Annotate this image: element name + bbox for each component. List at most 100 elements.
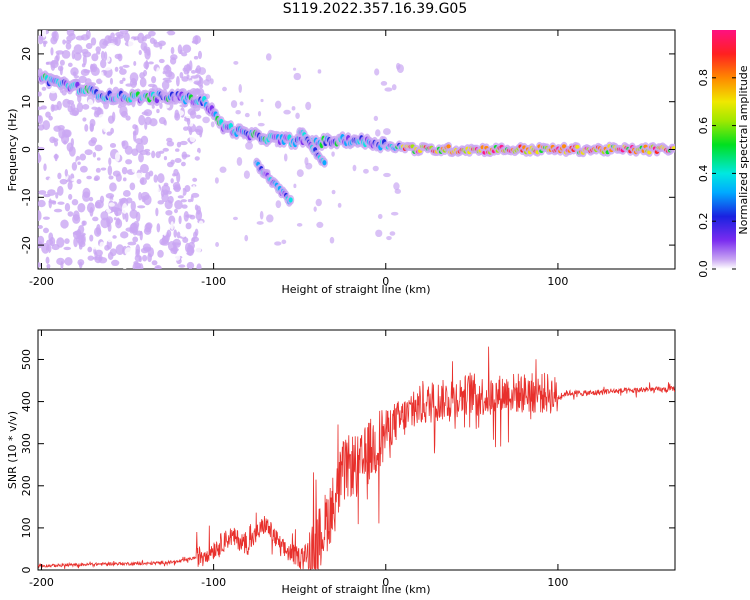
spectral-speckle <box>66 30 75 37</box>
spectral-speckle <box>139 163 149 174</box>
spectral-speckle <box>38 91 42 97</box>
spectral-speckle <box>199 84 204 89</box>
spectral-speckle <box>257 110 262 117</box>
spectral-speckle <box>181 76 189 82</box>
spectral-speckle <box>380 81 388 86</box>
spectral-speckle <box>90 64 96 71</box>
spectral-speckle <box>55 192 59 199</box>
spectral-speckle <box>147 61 154 65</box>
spectral-speckle <box>295 112 300 119</box>
spectral-speckle <box>107 43 115 47</box>
spectral-speckle <box>161 192 169 203</box>
spectral-speckle <box>49 88 57 94</box>
spectral-speckle <box>54 153 58 162</box>
spectral-speckle <box>57 172 62 180</box>
spectral-speckle <box>122 77 126 82</box>
spectral-speckle <box>192 88 202 95</box>
spectral-speckle <box>85 221 92 227</box>
spectral-speckle <box>105 216 114 224</box>
spectral-speckle <box>185 222 192 230</box>
spectral-speckle <box>172 245 178 255</box>
spectral-speckle <box>64 168 68 177</box>
spectral-speckle <box>329 236 335 244</box>
spectral-speckle <box>173 229 178 238</box>
spectral-speckle <box>167 195 174 204</box>
spectral-speckle <box>115 173 122 182</box>
spectral-speckle <box>59 178 68 185</box>
spectral-speckle <box>41 242 50 254</box>
snr-y-axis-label: SNR (10 * v/v) <box>6 411 19 489</box>
spectral-speckle <box>63 246 72 251</box>
spectral-speckle <box>95 46 101 53</box>
snr-frame <box>37 329 676 571</box>
spectral-speckle <box>60 219 69 229</box>
spectral-speckle <box>139 149 149 155</box>
spectral-speckle <box>186 63 190 74</box>
spectral-speckle <box>373 115 379 121</box>
spectral-speckle <box>96 78 103 85</box>
colorbar-tick-label: 0.4 <box>697 165 710 183</box>
x-tick-label: 0 <box>382 576 389 589</box>
spectral-speckle <box>38 225 43 230</box>
spectral-speckle <box>159 238 166 246</box>
spectral-speckle <box>100 71 104 81</box>
spectral-speckle <box>92 151 97 158</box>
spectral-speckle <box>161 184 171 194</box>
spectral-speckle <box>123 32 130 43</box>
spectral-speckle <box>194 244 202 254</box>
y-tick-label: -20 <box>20 236 33 254</box>
spectral-speckle <box>138 191 142 201</box>
spectral-speckle <box>111 259 120 267</box>
spectral-speckle <box>121 166 128 175</box>
spectral-speckle <box>64 203 71 212</box>
spectral-speckle <box>195 125 204 136</box>
spectral-speckle <box>100 59 107 69</box>
spectral-speckle <box>99 241 105 250</box>
spectral-speckle <box>133 112 138 118</box>
spectral-speckle <box>174 208 178 214</box>
spectral-speckle <box>103 51 108 61</box>
spectral-speckle <box>291 106 296 111</box>
spectral-speckle <box>139 177 147 186</box>
spectral-speckle <box>76 138 84 143</box>
spectral-speckle <box>38 115 43 125</box>
spectral-speckle <box>305 101 312 111</box>
spectral-speckle <box>203 222 208 231</box>
spectral-speckle <box>155 151 161 159</box>
colorbar-tick-label: 0.6 <box>697 117 710 135</box>
spectral-speckle <box>180 161 186 167</box>
spectral-speckle <box>144 121 148 130</box>
spectral-speckle <box>163 32 169 38</box>
spectral-speckle <box>128 38 135 49</box>
colorbar-ticks: 0.0 0.2 0.4 0.6 0.8 <box>697 69 736 278</box>
spectral-speckle <box>187 108 196 116</box>
spectral-speckle <box>165 209 173 216</box>
spectral-speckle <box>67 62 73 67</box>
spectral-speckle <box>138 50 142 56</box>
spectral-speckle <box>236 156 243 166</box>
spectral-speckle <box>68 193 73 200</box>
spectral-speckle <box>375 129 381 137</box>
spectral-speckle <box>151 75 157 84</box>
spectral-speckle <box>73 52 82 61</box>
spectral-speckle <box>62 98 71 108</box>
spectral-speckle <box>259 210 264 220</box>
spectral-speckle <box>396 64 404 74</box>
spectral-speckle <box>79 153 86 161</box>
spectral-speckle <box>106 208 112 214</box>
spectral-speckle <box>304 157 309 166</box>
spectral-speckle <box>97 106 101 112</box>
spectral-speckle <box>235 109 241 115</box>
y-tick-label: 400 <box>20 391 33 412</box>
spectral-speckle <box>169 57 177 65</box>
y-tick-label: -10 <box>20 188 33 206</box>
x-tick-label: -200 <box>29 275 54 288</box>
spectral-speckle <box>82 220 87 226</box>
spectral-speckle <box>140 135 149 146</box>
spectral-speckle <box>186 245 195 257</box>
spectral-speckle <box>144 48 151 60</box>
spectral-speckle <box>52 138 59 142</box>
spectral-speckle <box>55 50 64 55</box>
spectral-speckle <box>292 67 297 71</box>
spectral-speckle <box>76 179 82 185</box>
